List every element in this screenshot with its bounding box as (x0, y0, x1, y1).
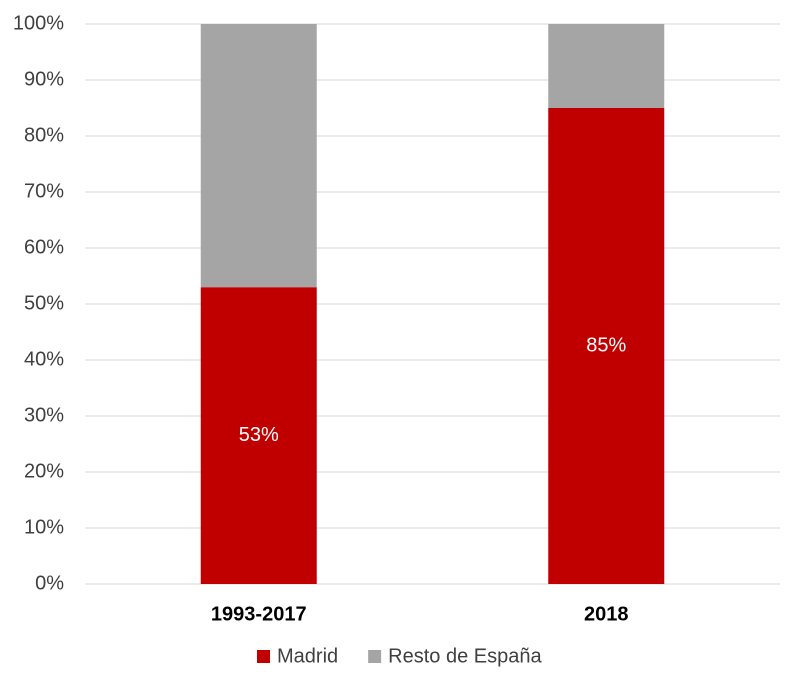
bar-segment (200, 24, 317, 288)
data-label: 53% (239, 424, 279, 446)
y-tick-label: 80% (24, 124, 64, 146)
y-tick-label: 50% (24, 292, 64, 314)
bar-segment (548, 108, 665, 584)
y-tick-label: 40% (24, 348, 64, 370)
y-tick-label: 70% (24, 180, 64, 202)
y-tick-label: 20% (24, 460, 64, 482)
y-tick-label: 10% (24, 516, 64, 538)
legend-swatch (368, 650, 382, 663)
legend-label: Resto de España (388, 645, 542, 667)
legend-swatch (257, 650, 270, 663)
y-tick-label: 60% (24, 236, 64, 258)
y-tick-label: 100% (13, 12, 64, 34)
x-tick-label: 2018 (584, 603, 629, 625)
y-tick-label: 30% (24, 404, 64, 426)
x-tick-label: 1993-2017 (211, 603, 307, 625)
legend-label: Madrid (277, 645, 338, 667)
y-tick-label: 0% (35, 572, 64, 594)
y-tick-label: 90% (24, 68, 64, 90)
bar-segment (548, 24, 665, 108)
data-label: 85% (586, 334, 626, 356)
bar-segment (200, 287, 317, 584)
